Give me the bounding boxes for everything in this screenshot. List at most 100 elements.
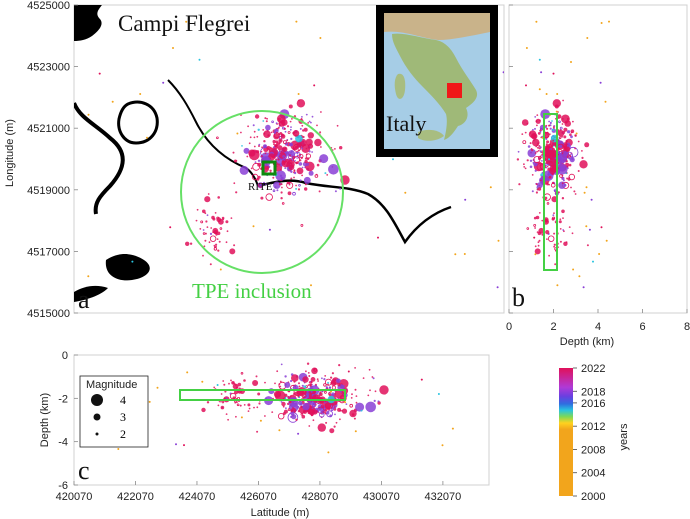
event-marker-a xyxy=(292,130,300,137)
event-marker-a xyxy=(277,145,283,151)
event-marker-b xyxy=(557,155,561,158)
event-marker-c xyxy=(257,392,261,396)
panel-a-ylabel: Longitude (m) xyxy=(4,119,16,187)
event-marker-c xyxy=(234,401,237,404)
event-marker-a xyxy=(296,99,306,108)
event-marker-b xyxy=(548,175,552,179)
event-marker-c xyxy=(291,374,299,382)
event-marker-c xyxy=(316,410,318,413)
event-marker-c xyxy=(307,411,311,414)
event-marker-b xyxy=(529,142,532,145)
event-marker-c xyxy=(365,401,377,413)
event-marker-a xyxy=(247,125,250,128)
event-marker-c xyxy=(351,393,353,396)
event-marker-b xyxy=(572,268,575,271)
event-marker-b xyxy=(535,120,538,123)
event-marker-a xyxy=(202,232,206,235)
event-marker-c xyxy=(335,421,338,424)
event-marker-b xyxy=(545,230,550,235)
event-marker-b xyxy=(545,93,548,95)
event-marker-c xyxy=(323,378,326,381)
event-marker-b xyxy=(537,187,542,191)
inset-sicily xyxy=(418,129,444,141)
tpe-inclusion-label: TPE inclusion xyxy=(192,279,312,303)
event-marker-c xyxy=(369,389,371,392)
event-marker-b xyxy=(559,158,563,161)
tpe-inclusion-circle xyxy=(180,110,344,274)
event-marker-a xyxy=(286,181,289,185)
event-marker-a xyxy=(215,243,218,246)
event-marker-a xyxy=(290,126,292,128)
inset-sardinia xyxy=(394,73,406,99)
italy-inset-map: Italy xyxy=(376,5,498,157)
event-marker-b xyxy=(561,176,565,180)
event-marker-c xyxy=(225,413,228,415)
event-marker-b xyxy=(608,20,610,23)
panel-b-frame xyxy=(508,4,688,314)
event-marker-a xyxy=(268,228,271,231)
event-marker-b xyxy=(600,226,603,229)
event-marker-c xyxy=(451,427,454,430)
event-marker-c xyxy=(247,403,251,407)
event-marker-a xyxy=(299,154,304,159)
event-marker-c xyxy=(243,379,246,382)
event-marker-a xyxy=(204,196,211,203)
event-marker-a xyxy=(276,142,280,146)
event-marker-a xyxy=(278,122,281,125)
event-marker-b xyxy=(561,182,564,185)
event-marker-a xyxy=(87,275,90,278)
event-marker-c xyxy=(301,384,304,387)
event-marker-b xyxy=(536,231,539,234)
event-marker-c xyxy=(302,406,305,409)
event-marker-a xyxy=(288,182,291,185)
y-tick-label: -4 xyxy=(58,437,68,449)
event-marker-b xyxy=(531,174,534,176)
event-marker-b xyxy=(570,61,572,63)
event-marker-a xyxy=(316,124,318,127)
event-marker-a xyxy=(299,127,302,130)
event-marker-a xyxy=(249,149,260,161)
event-marker-c xyxy=(308,375,311,377)
event-marker-a xyxy=(305,138,313,146)
event-marker-b xyxy=(590,198,593,201)
event-marker-c xyxy=(287,396,290,399)
event-marker-c xyxy=(347,370,350,373)
y-tick-label: 0 xyxy=(62,350,68,362)
event-marker-c xyxy=(317,380,319,382)
event-marker-c xyxy=(284,382,291,388)
colorbar-tick-label: 2018 xyxy=(581,386,605,398)
event-marker-c xyxy=(441,444,444,447)
event-marker-a xyxy=(319,37,322,39)
event-marker-b xyxy=(539,146,542,149)
event-marker-b xyxy=(558,120,561,124)
event-marker-a xyxy=(307,122,310,124)
event-marker-c xyxy=(341,408,348,414)
event-marker-a xyxy=(284,130,287,133)
event-marker-b xyxy=(553,245,555,248)
event-marker-b xyxy=(535,145,538,148)
event-marker-a xyxy=(253,136,256,139)
event-marker-a xyxy=(230,217,233,220)
x-tick-label: 426070 xyxy=(240,491,277,503)
event-marker-b xyxy=(523,163,525,166)
panel-c-axes: 420070 422070 424070 426070 428070 430070 4320… xyxy=(56,350,462,503)
event-marker-c xyxy=(334,413,336,416)
colorbar-tick-label: 2016 xyxy=(581,398,605,410)
event-marker-c xyxy=(117,448,120,450)
coastline-bay xyxy=(257,179,452,245)
event-marker-b xyxy=(565,140,568,143)
event-marker-a xyxy=(280,150,283,153)
event-marker-a xyxy=(209,263,212,266)
event-marker-a xyxy=(496,286,499,289)
event-marker-c xyxy=(538,414,540,416)
event-marker-a xyxy=(318,190,321,193)
event-marker-c xyxy=(310,406,313,409)
event-marker-c xyxy=(362,377,365,379)
event-marker-b xyxy=(551,172,554,176)
event-marker-b xyxy=(536,186,539,189)
event-marker-c xyxy=(350,397,353,399)
event-marker-c xyxy=(240,416,243,419)
event-marker-a xyxy=(295,134,303,143)
event-marker-c xyxy=(337,407,342,412)
event-marker-a xyxy=(274,186,277,189)
